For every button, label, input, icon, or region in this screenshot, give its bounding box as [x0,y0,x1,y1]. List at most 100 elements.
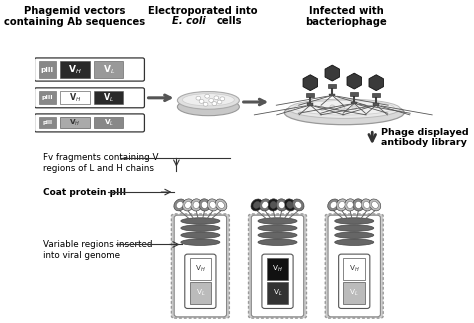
Polygon shape [347,73,362,89]
Text: Phage displayed
antibody library: Phage displayed antibody library [382,128,469,147]
Bar [307,93,314,97]
Ellipse shape [259,199,271,211]
FancyBboxPatch shape [172,214,229,318]
Ellipse shape [199,199,210,211]
Bar [190,258,211,280]
Ellipse shape [335,218,374,224]
Circle shape [199,99,204,103]
Text: V$_H$: V$_H$ [69,118,80,128]
Circle shape [203,102,208,106]
Ellipse shape [336,199,347,211]
Ellipse shape [328,199,339,211]
Ellipse shape [201,201,208,208]
Text: V$_H$: V$_H$ [69,92,81,104]
Ellipse shape [210,202,216,208]
Circle shape [352,106,356,110]
Text: Coat protein pIII: Coat protein pIII [43,188,126,197]
Ellipse shape [258,218,297,224]
Text: pIII: pIII [42,95,53,100]
Ellipse shape [207,199,219,211]
Ellipse shape [258,239,297,245]
Ellipse shape [369,199,381,211]
Ellipse shape [295,202,301,208]
Circle shape [330,105,335,109]
Ellipse shape [338,202,345,208]
Ellipse shape [284,199,296,211]
Circle shape [205,94,210,98]
Ellipse shape [345,199,356,211]
Ellipse shape [278,201,285,208]
Ellipse shape [292,199,304,211]
Circle shape [214,96,219,100]
Bar [60,61,90,78]
Circle shape [196,96,201,100]
Text: V$_L$: V$_L$ [103,92,114,104]
Ellipse shape [276,199,287,211]
FancyBboxPatch shape [174,215,227,317]
Bar [344,258,365,280]
Text: Electroporated into: Electroporated into [147,5,257,16]
Ellipse shape [177,91,239,109]
Circle shape [320,107,325,110]
Bar [351,102,357,104]
Ellipse shape [182,94,234,106]
Bar [94,118,123,128]
Circle shape [212,102,217,106]
Circle shape [340,106,345,109]
Bar [329,94,335,96]
Bar [94,61,123,78]
Bar [350,92,358,96]
Text: pIII: pIII [41,67,54,73]
FancyBboxPatch shape [251,215,304,317]
Bar [39,91,56,104]
FancyBboxPatch shape [248,214,307,318]
Ellipse shape [335,225,374,231]
Bar [328,84,336,88]
Text: cells: cells [216,16,242,26]
Ellipse shape [176,202,183,208]
Circle shape [217,100,222,104]
Bar [267,258,288,280]
Ellipse shape [193,201,200,208]
FancyBboxPatch shape [262,254,293,308]
Ellipse shape [294,100,394,115]
FancyBboxPatch shape [35,88,145,108]
Text: V$_L$: V$_L$ [104,118,114,128]
Ellipse shape [270,201,276,208]
Text: V$_H$: V$_H$ [68,63,82,76]
Bar [307,103,313,106]
Ellipse shape [174,199,185,211]
Ellipse shape [287,202,293,208]
Ellipse shape [215,199,227,211]
FancyBboxPatch shape [35,114,145,132]
FancyBboxPatch shape [338,254,370,308]
Text: Variable regions inserted
into viral genome: Variable regions inserted into viral gen… [43,240,152,260]
Circle shape [209,99,214,102]
Ellipse shape [258,232,297,238]
FancyBboxPatch shape [185,254,216,308]
Ellipse shape [335,239,374,245]
FancyBboxPatch shape [328,215,381,317]
Ellipse shape [364,202,370,208]
Ellipse shape [181,232,220,238]
Ellipse shape [181,225,220,231]
Bar [60,118,90,128]
Ellipse shape [268,199,279,211]
Text: V$_L$: V$_L$ [196,288,205,298]
Bar [60,91,90,104]
Bar [373,93,380,97]
Bar [39,118,56,128]
Ellipse shape [355,201,362,208]
Ellipse shape [185,202,191,208]
Ellipse shape [335,232,374,238]
Text: V$_L$: V$_L$ [273,288,282,298]
Bar [344,282,365,304]
Ellipse shape [372,202,378,208]
Ellipse shape [218,202,224,208]
Polygon shape [369,75,383,91]
Text: pIII: pIII [42,120,52,125]
Text: Infected with
bacteriophage: Infected with bacteriophage [305,5,387,27]
Bar [267,282,288,304]
Ellipse shape [251,199,263,211]
Text: V$_L$: V$_L$ [349,288,359,298]
